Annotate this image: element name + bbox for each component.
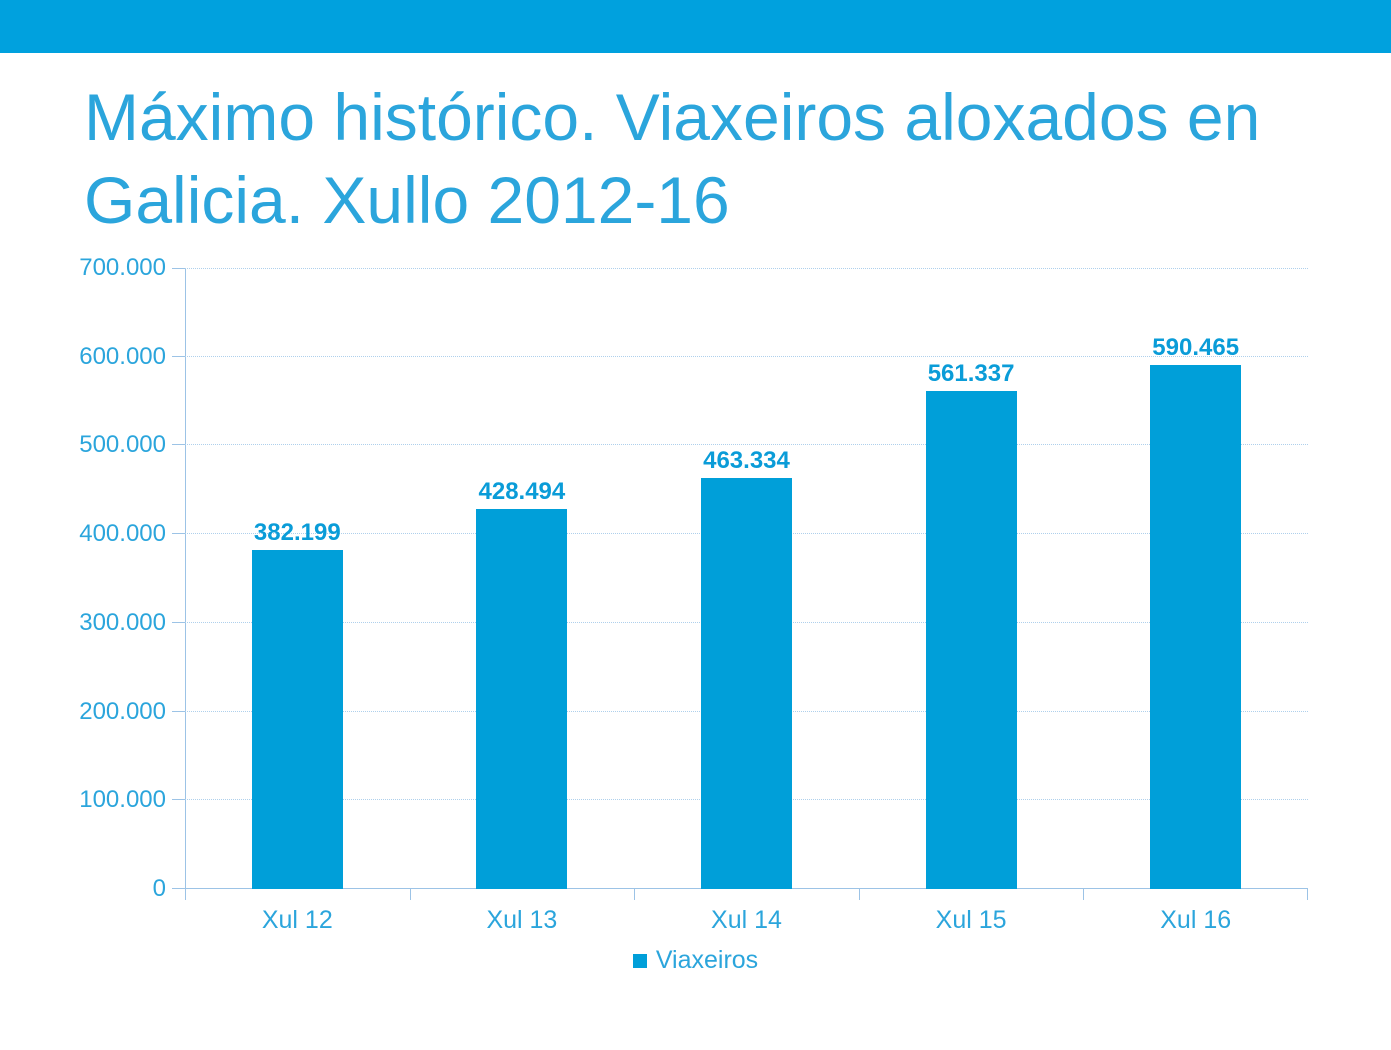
x-axis-tick — [634, 888, 636, 900]
bar-xul-15 — [925, 391, 1017, 889]
y-axis-tick — [172, 355, 185, 357]
bar-xul-12 — [251, 549, 343, 889]
chart-legend: Viaxeiros — [0, 946, 1391, 975]
gridline-600000 — [185, 355, 1308, 357]
y-axis-tick — [172, 621, 185, 623]
y-axis-tick-label: 300.000 — [79, 608, 166, 636]
x-axis-label-xul-14: Xul 14 — [711, 906, 782, 934]
x-axis-tick — [409, 888, 411, 900]
y-axis-tick — [172, 799, 185, 801]
y-axis-tick — [172, 268, 185, 269]
x-axis-tick — [858, 888, 860, 900]
plot-area: 382.199 428.494 463.334 561.337 590.465 — [172, 268, 1308, 900]
data-label-xul-12: 382.199 — [253, 518, 341, 546]
y-axis-tick-label: 400.000 — [79, 520, 166, 548]
bar-xul-16 — [1150, 365, 1242, 889]
y-axis-tick-label: 700.000 — [79, 254, 166, 281]
x-axis-tick — [185, 888, 186, 900]
bar-xul-14 — [701, 477, 792, 889]
bar-xul-13 — [476, 508, 568, 889]
x-axis-label-xul-12: Xul 12 — [261, 906, 333, 934]
data-label-xul-14: 463.334 — [703, 446, 790, 474]
y-axis-tick — [172, 888, 185, 889]
y-axis-tick-label: 600.000 — [79, 342, 166, 370]
y-axis-tick-label: 100.000 — [79, 786, 166, 814]
x-axis-tick — [1307, 888, 1308, 900]
y-axis-tick-label: 200.000 — [79, 697, 166, 725]
x-axis-label-xul-16: Xul 16 — [1160, 906, 1232, 934]
x-axis-tick — [1083, 888, 1085, 900]
x-axis-label-xul-13: Xul 13 — [486, 906, 558, 934]
y-axis-tick-label: 500.000 — [79, 431, 166, 459]
slide-title-line-2: Galicia. Xullo 2012-16 — [84, 163, 730, 237]
gridline-700000 — [185, 268, 1308, 269]
y-axis-tick-labels: 0 100.000 200.000 300.000 400.000 500.000 600.… — [0, 254, 166, 902]
slide-title-line-1: Máximo histórico. Viaxeiros aloxados en — [84, 80, 1261, 154]
legend-label: Viaxeiros — [655, 946, 759, 974]
top-banner — [0, 0, 1391, 53]
data-label-xul-13: 428.494 — [478, 477, 566, 505]
x-axis-label-xul-15: Xul 15 — [935, 906, 1007, 934]
x-axis-category-labels: Xul 12 Xul 13 Xul 14 Xul 15 Xul 16 — [185, 906, 1308, 936]
data-label-xul-16: 590.465 — [1152, 334, 1240, 362]
data-label-xul-15: 561.337 — [927, 360, 1015, 387]
y-axis-tick — [172, 444, 185, 446]
y-axis-tick — [172, 533, 185, 535]
gridline-500000 — [185, 444, 1308, 446]
y-axis-tick-label: 0 — [152, 875, 166, 902]
y-axis-tick — [172, 710, 185, 712]
y-axis-line — [185, 268, 186, 900]
slide-title: Máximo histórico. Viaxeiros aloxados en … — [84, 76, 1260, 242]
legend-marker-icon — [632, 953, 647, 968]
